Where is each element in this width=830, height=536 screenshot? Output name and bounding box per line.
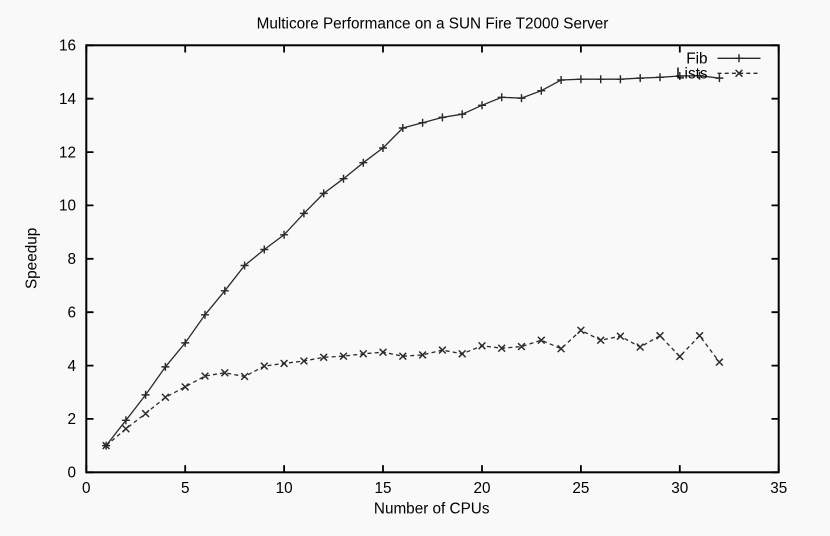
svg-text:12: 12 xyxy=(59,144,76,161)
svg-text:Lists: Lists xyxy=(676,66,708,83)
svg-text:35: 35 xyxy=(770,480,787,497)
svg-text:0: 0 xyxy=(82,480,91,497)
svg-text:6: 6 xyxy=(67,305,76,322)
svg-text:5: 5 xyxy=(181,480,190,497)
svg-text:4: 4 xyxy=(67,358,76,375)
svg-text:30: 30 xyxy=(671,480,688,497)
svg-text:15: 15 xyxy=(374,480,391,497)
svg-text:Number of CPUs: Number of CPUs xyxy=(374,501,490,518)
svg-text:Speedup: Speedup xyxy=(24,228,41,289)
svg-text:10: 10 xyxy=(59,198,76,215)
svg-text:14: 14 xyxy=(59,91,77,108)
svg-text:8: 8 xyxy=(67,251,76,268)
svg-text:16: 16 xyxy=(59,38,76,55)
svg-text:Fib: Fib xyxy=(686,51,707,68)
svg-text:10: 10 xyxy=(276,480,293,497)
svg-text:0: 0 xyxy=(67,465,76,482)
svg-text:25: 25 xyxy=(572,480,589,497)
svg-text:20: 20 xyxy=(473,480,490,497)
svg-text:2: 2 xyxy=(67,411,76,428)
svg-text:Multicore Performance on a SUN: Multicore Performance on a SUN Fire T200… xyxy=(257,16,609,33)
